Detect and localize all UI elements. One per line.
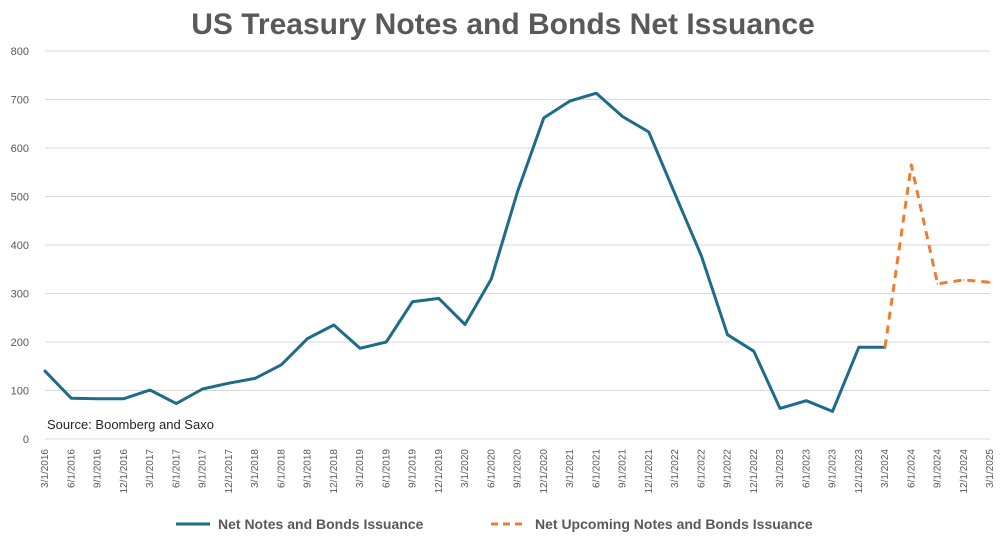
data-point [621, 115, 624, 118]
x-tick-label: 12/1/2020 [539, 449, 550, 494]
x-tick-label: 3/1/2018 [250, 449, 261, 488]
x-axis: 3/1/2016 6/1/2016 9/1/2016 12/1/2016 3/1/201… [40, 449, 996, 494]
x-tick-label: 9/1/2017 [198, 449, 209, 488]
y-tick-label: 100 [11, 386, 29, 398]
x-tick-label: 6/1/2022 [696, 449, 707, 488]
x-tick-label: 12/1/2019 [434, 449, 445, 494]
y-tick-label: 700 [11, 95, 29, 107]
y-tick-label: 600 [11, 143, 29, 155]
x-tick-label: 6/1/2018 [276, 449, 287, 488]
data-point [306, 337, 309, 340]
data-point [437, 297, 440, 300]
x-tick-label: 12/1/2018 [329, 449, 340, 494]
x-tick-label: 6/1/2017 [171, 449, 182, 488]
data-point [726, 333, 729, 336]
data-point [70, 397, 73, 400]
x-tick-label: 3/1/2025 [985, 449, 996, 488]
data-point [805, 399, 808, 402]
data-point [752, 350, 755, 353]
x-tick-label: 3/1/2019 [355, 449, 366, 488]
x-tick-label: 9/1/2022 [723, 449, 734, 488]
data-point [490, 278, 493, 280]
data-point [359, 347, 361, 350]
y-tick-label: 500 [11, 192, 29, 204]
legend-label-net-issuance: Net Notes and Bonds Issuance [218, 516, 424, 532]
x-tick-label: 9/1/2024 [933, 449, 944, 488]
data-point [175, 402, 178, 405]
gridlines [45, 50, 990, 440]
data-point [227, 382, 230, 385]
series-line-upcoming-issuance [883, 163, 991, 348]
x-tick-label: 9/1/2016 [93, 449, 104, 488]
source-annotation: Source: Boomberg and Saxo [47, 417, 214, 432]
data-point [647, 131, 650, 133]
data-point [44, 370, 46, 372]
data-point [884, 346, 886, 349]
x-tick-label: 6/1/2021 [591, 449, 602, 488]
x-tick-label: 9/1/2018 [303, 449, 314, 488]
y-tick-label: 300 [11, 289, 29, 301]
data-point [674, 193, 676, 195]
data-point [962, 279, 965, 281]
legend: Net Notes and Bonds Issuance Net Upcomin… [176, 516, 813, 532]
data-point [569, 100, 571, 102]
x-tick-label: 12/1/2017 [224, 449, 235, 494]
data-point [542, 117, 545, 119]
data-point [280, 363, 283, 366]
data-point [385, 341, 388, 343]
data-point [857, 346, 860, 349]
data-point [700, 254, 703, 257]
chart-title: US Treasury Notes and Bonds Net Issuance [191, 8, 815, 41]
data-point [201, 388, 204, 390]
data-point [254, 377, 256, 380]
data-point [831, 410, 834, 413]
data-point [595, 92, 598, 94]
data-point [122, 397, 125, 400]
x-tick-label: 12/1/2022 [749, 449, 760, 494]
x-tick-label: 12/1/2021 [644, 449, 655, 494]
x-tick-label: 9/1/2019 [408, 449, 419, 488]
data-point [96, 397, 99, 400]
y-axis: 0 100 200 300 400 500 600 700 800 [11, 46, 29, 446]
x-tick-label: 9/1/2020 [513, 449, 524, 488]
x-tick-label: 3/1/2024 [880, 449, 891, 488]
x-tick-label: 6/1/2020 [486, 449, 497, 488]
x-tick-label: 6/1/2023 [801, 449, 812, 488]
legend-label-upcoming-issuance: Net Upcoming Notes and Bonds Issuance [535, 516, 813, 532]
data-point [411, 300, 414, 303]
x-tick-label: 9/1/2023 [828, 449, 839, 488]
x-tick-label: 3/1/2021 [565, 449, 576, 488]
data-point [332, 324, 335, 326]
x-tick-label: 6/1/2016 [66, 449, 77, 488]
data-point [989, 281, 991, 284]
data-point [516, 190, 519, 193]
y-tick-label: 0 [23, 434, 29, 446]
x-tick-label: 3/1/2022 [670, 449, 681, 488]
y-tick-label: 200 [11, 337, 29, 349]
data-point [936, 283, 939, 285]
x-tick-label: 3/1/2016 [40, 449, 51, 488]
y-tick-label: 400 [11, 240, 29, 252]
x-tick-label: 12/1/2023 [854, 449, 865, 494]
x-tick-label: 9/1/2021 [618, 449, 629, 488]
series-line-net-issuance [43, 91, 887, 413]
data-point [779, 407, 781, 410]
data-point [149, 389, 151, 391]
x-tick-label: 12/1/2016 [119, 449, 130, 494]
x-tick-label: 3/1/2020 [460, 449, 471, 488]
x-tick-label: 12/1/2024 [959, 449, 970, 494]
x-tick-label: 6/1/2019 [381, 449, 392, 488]
x-tick-label: 6/1/2024 [906, 449, 917, 488]
x-tick-label: 3/1/2023 [775, 449, 786, 488]
y-tick-label: 800 [11, 46, 29, 58]
data-point [464, 323, 466, 326]
x-tick-label: 3/1/2017 [145, 449, 156, 488]
data-point [910, 164, 913, 166]
plot-area [43, 91, 991, 413]
